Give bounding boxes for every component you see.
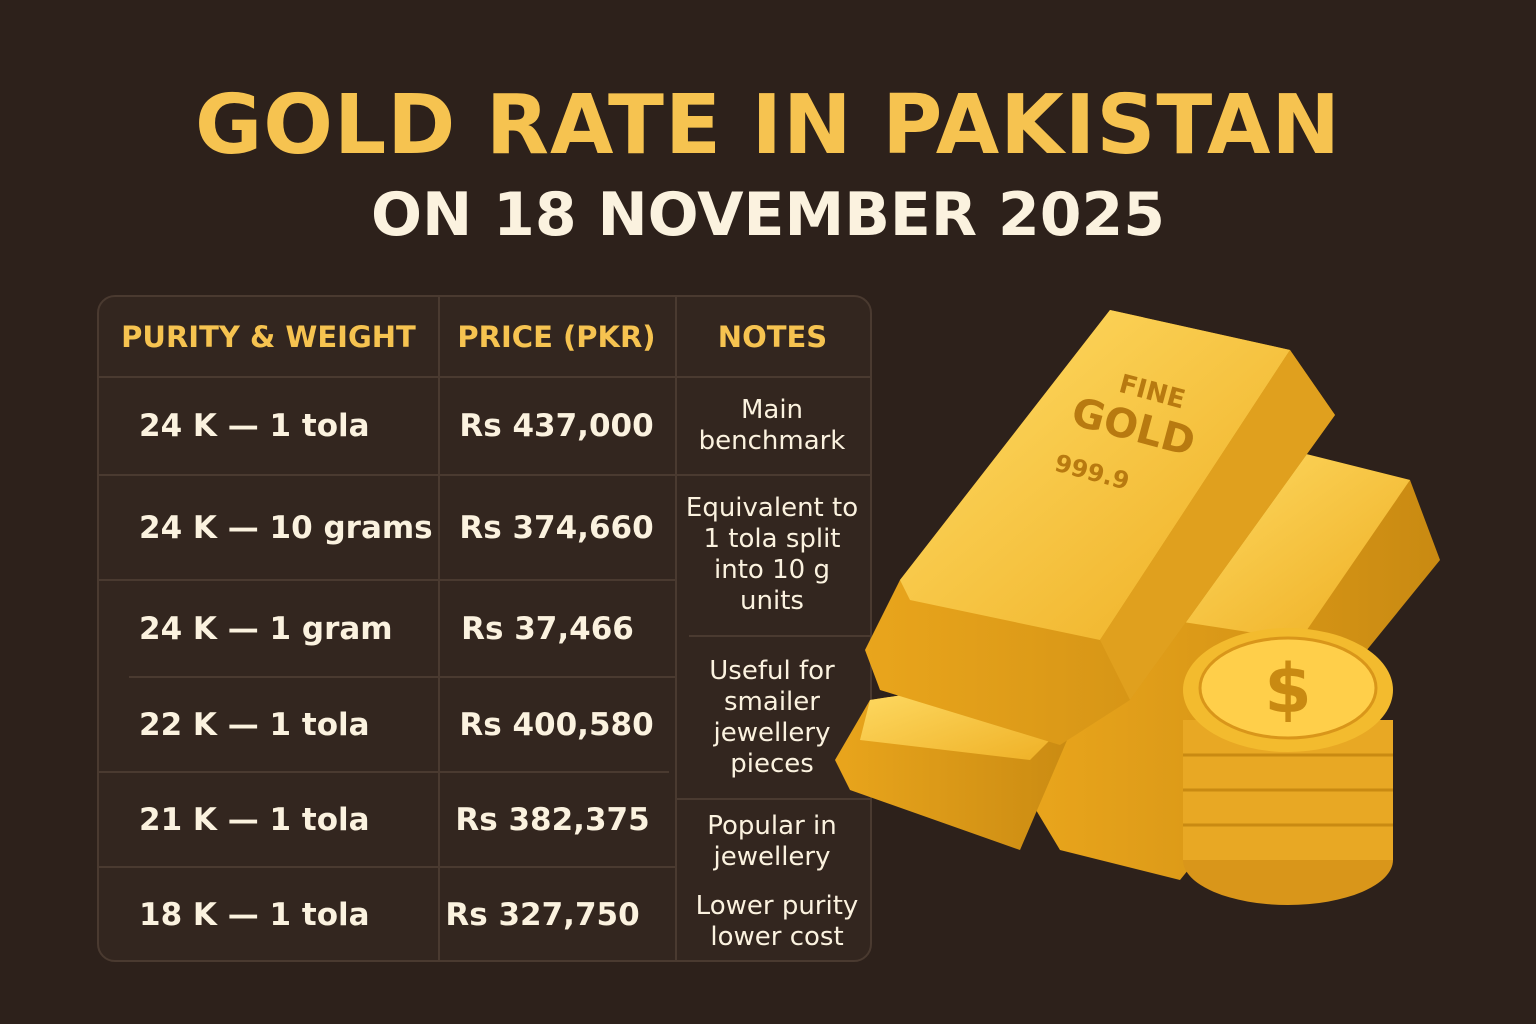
row-purity-weight: 24 K — 1 tola — [139, 408, 370, 444]
row-price: Rs 437,000 — [459, 408, 654, 444]
note: Main benchmark — [698, 395, 846, 456]
page-title: GOLD RATE IN PAKISTAN — [194, 78, 1342, 173]
row-purity-weight: 18 K — 1 tola — [139, 896, 370, 933]
row-price: Rs 37,466 — [461, 610, 634, 647]
column-divider — [438, 297, 440, 960]
row-purity-weight: 22 K — 1 tola — [139, 706, 370, 743]
dollar-icon: $ — [1264, 650, 1311, 729]
header-price: PRICE (PKR) — [457, 320, 656, 354]
row-divider — [129, 676, 675, 678]
note-divider — [675, 474, 870, 476]
row-price: Rs 327,750 — [445, 896, 640, 933]
gold-bar-main: FINE GOLD 999.9 — [865, 310, 1335, 745]
row-price: Rs 374,660 — [459, 509, 654, 546]
column-divider — [675, 297, 677, 960]
note: Equivalent to 1 tola split into 10 g uni… — [685, 493, 859, 616]
row-purity-weight: 21 K — 1 tola — [139, 801, 370, 838]
row-price: Rs 400,580 — [459, 706, 654, 743]
header-notes: NOTES — [717, 320, 828, 354]
note: Lower purity lower cost — [695, 891, 859, 952]
gold-rate-table: PURITY & WEIGHT PRICE (PKR) NOTES 24 K —… — [97, 295, 872, 962]
row-divider — [99, 579, 675, 581]
note-divider — [675, 798, 870, 800]
note: Popular in jewellery — [707, 811, 837, 872]
gold-bars-and-coins-illustration: FINE GOLD 999.9 $ — [835, 310, 1440, 905]
row-divider — [99, 771, 669, 773]
note-divider — [689, 635, 870, 637]
row-purity-weight: 24 K — 10 grams — [139, 509, 433, 546]
row-divider — [99, 866, 675, 868]
page-subtitle: ON 18 NOVEMBER 2025 — [370, 180, 1166, 250]
note: Useful for smailer jewellery pieces — [709, 656, 835, 779]
row-purity-weight: 24 K — 1 gram — [139, 610, 393, 647]
header-purity-weight: PURITY & WEIGHT — [121, 320, 416, 354]
header-divider — [99, 376, 870, 378]
row-divider — [99, 474, 675, 476]
gold-coin-stack: $ — [1183, 628, 1393, 905]
row-price: Rs 382,375 — [455, 801, 650, 838]
